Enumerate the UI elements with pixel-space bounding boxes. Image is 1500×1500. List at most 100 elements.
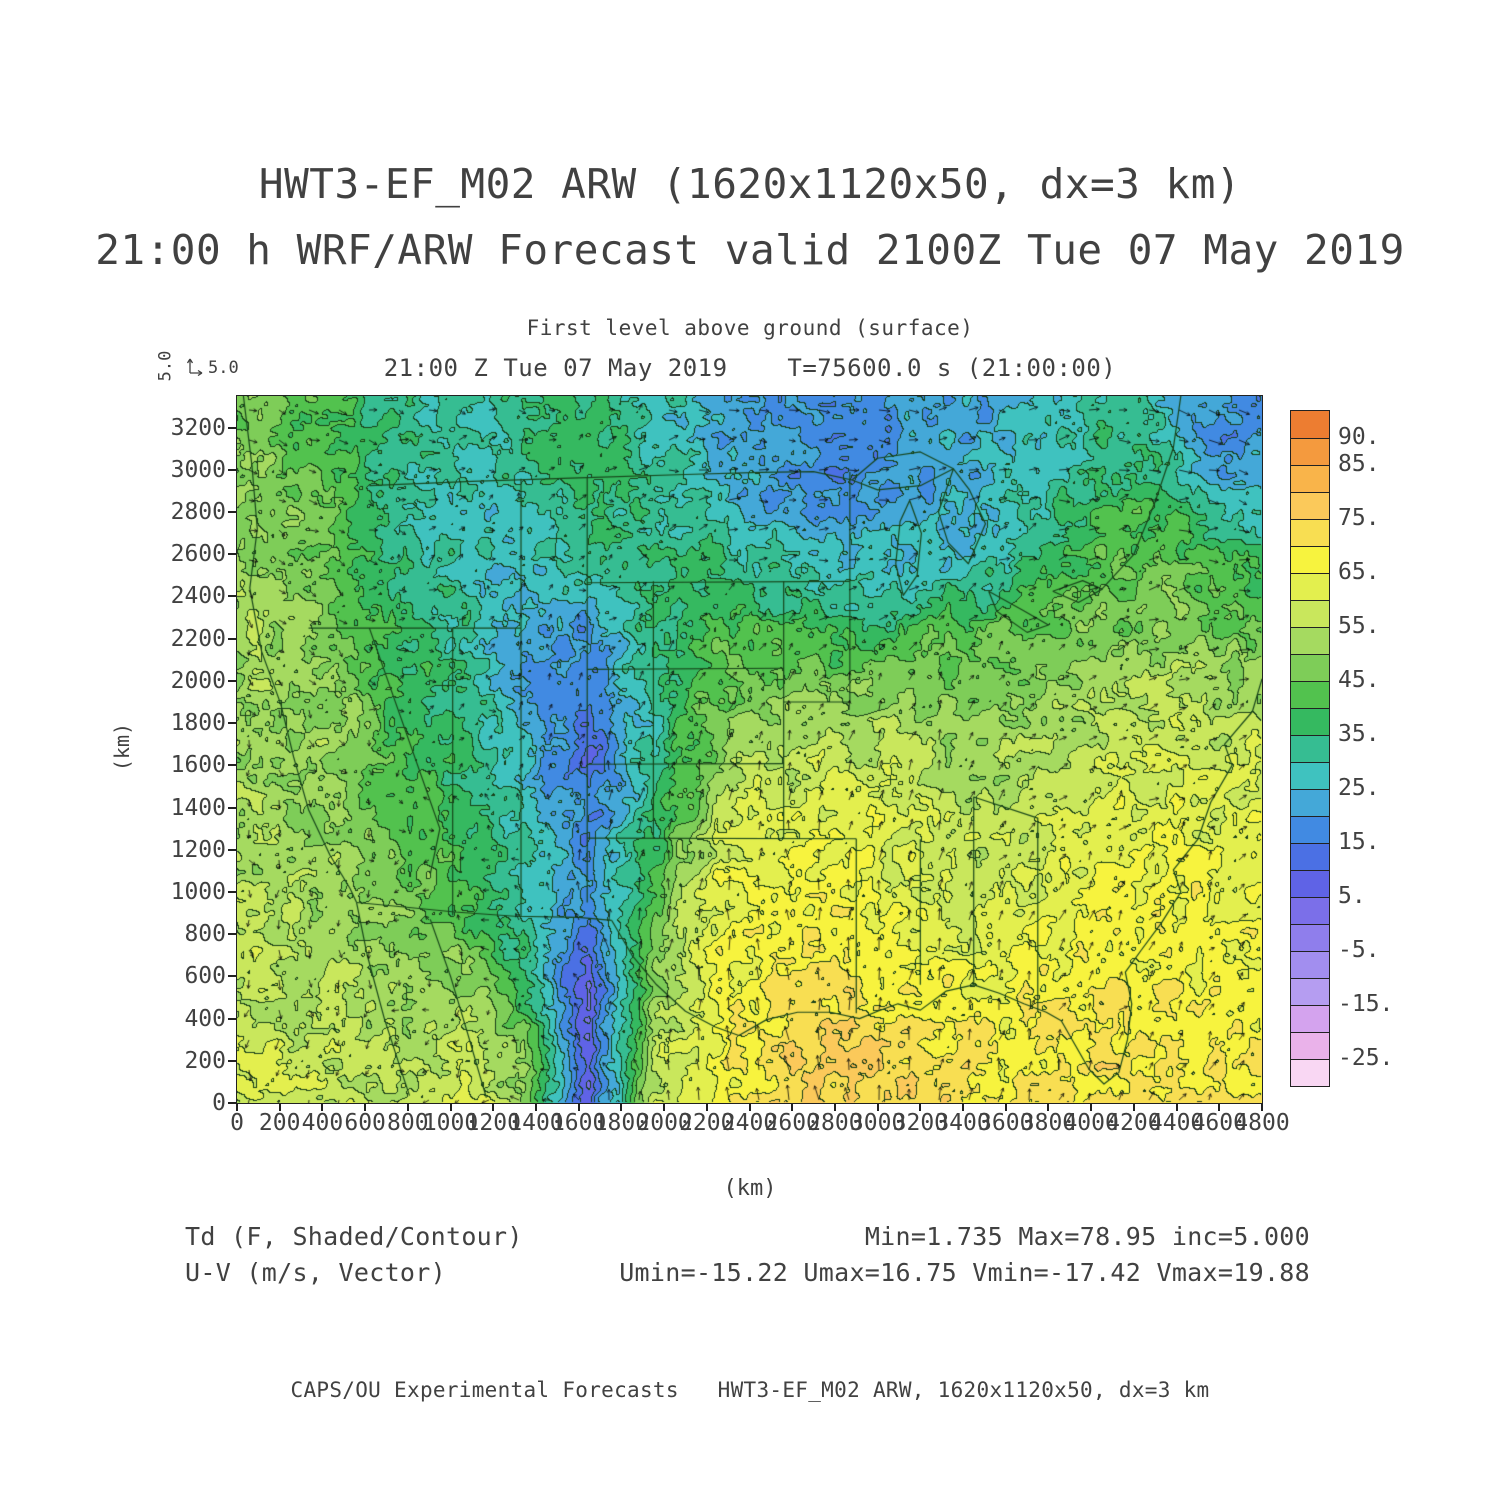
colorbar-cell (1291, 681, 1329, 708)
colorbar-cell (1291, 654, 1329, 681)
x-tick-label: 2800 (807, 1110, 863, 1136)
y-tick-mark (228, 848, 236, 851)
x-tick-label: 4000 (1063, 1110, 1119, 1136)
x-axis-label: (km) (723, 1176, 777, 1201)
x-tick-mark (748, 1103, 751, 1111)
footer-credit: CAPS/OU Experimental Forecasts HWT3-EF_M… (290, 1378, 1210, 1402)
colorbar-cell (1291, 735, 1329, 762)
y-tick-mark (228, 764, 236, 767)
y-tick-label: 1400 (170, 794, 226, 821)
x-tick-label: 3400 (935, 1110, 991, 1136)
vector-scale-y-label: 5.0 (155, 350, 176, 382)
colorbar-cell (1291, 1059, 1329, 1086)
colorbar-cell (1291, 816, 1329, 843)
x-tick-label: 1800 (593, 1110, 650, 1136)
x-tick-label: 0 (230, 1110, 244, 1136)
y-tick-label: 2400 (170, 583, 226, 610)
y-tick-label: 2000 (170, 667, 226, 694)
x-tick-mark (1090, 1103, 1093, 1111)
y-tick-label: 800 (184, 921, 226, 948)
x-tick-mark (278, 1103, 281, 1111)
x-tick-mark (236, 1103, 238, 1111)
x-tick-mark (1175, 1103, 1178, 1111)
x-tick-label: 1600 (550, 1110, 607, 1136)
colorbar-cell (1291, 600, 1329, 627)
x-tick-mark (1132, 1103, 1135, 1111)
y-tick-label: 2200 (170, 625, 226, 652)
colorbar-tick-label: 85. (1338, 451, 1380, 477)
x-tick-mark (919, 1103, 922, 1111)
y-tick-label: 1800 (170, 710, 226, 737)
y-tick-mark (228, 806, 236, 809)
y-tick-label: 3000 (170, 456, 226, 483)
x-tick-mark (1261, 1103, 1263, 1111)
y-tick-mark (228, 722, 236, 725)
time-subtitle: 21:00 Z Tue 07 May 2019 T=75600.0 s (21:… (383, 354, 1117, 382)
model-title: HWT3-EF_M02 ARW (1620x1120x50, dx=3 km) (258, 160, 1242, 208)
x-tick-label: 4200 (1106, 1110, 1162, 1136)
colorbar-cell (1291, 546, 1329, 573)
colorbar-cell (1291, 1005, 1329, 1032)
colorbar-tick-label: 55. (1338, 613, 1380, 639)
colorbar-cell (1291, 438, 1329, 465)
x-tick-label: 400 (301, 1110, 344, 1136)
x-tick-mark (1004, 1103, 1007, 1111)
y-tick-label: 1600 (170, 752, 226, 779)
colorbar-tick-label: 90. (1338, 424, 1380, 450)
x-tick-label: 2200 (679, 1110, 735, 1136)
y-axis-label: (km) (110, 722, 135, 772)
colorbar-cell (1291, 627, 1329, 654)
colorbar-cell (1291, 789, 1329, 816)
x-tick-mark (364, 1103, 367, 1111)
x-tick-label: 600 (344, 1110, 386, 1136)
colorbar-tick-label: 15. (1338, 829, 1380, 855)
vector-scale-arrow-icon (186, 358, 203, 376)
x-tick-mark (577, 1103, 580, 1111)
colorbar-cell (1291, 924, 1329, 951)
x-tick-label: 2600 (764, 1110, 820, 1136)
x-tick-mark (406, 1103, 409, 1111)
colorbar-tick-label: -25. (1338, 1045, 1394, 1071)
x-tick-label: 4400 (1148, 1110, 1205, 1136)
x-tick-label: 200 (258, 1110, 301, 1136)
x-tick-mark (791, 1103, 794, 1111)
y-tick-mark (228, 975, 236, 978)
x-tick-label: 3600 (978, 1110, 1034, 1136)
y-tick-mark (228, 1102, 236, 1104)
colorbar-cell (1291, 708, 1329, 735)
colorbar-tick-label: -15. (1338, 991, 1394, 1017)
colorbar-cell (1291, 465, 1329, 492)
x-tick-label: 3800 (1020, 1110, 1077, 1136)
colorbar-cell (1291, 843, 1329, 870)
colorbar-tick-label: 65. (1338, 559, 1380, 585)
field-label-vector: U-V (m/s, Vector) (185, 1258, 446, 1287)
y-tick-mark (228, 679, 236, 682)
x-tick-mark (449, 1103, 452, 1111)
colorbar-cell (1291, 519, 1329, 546)
y-tick-label: 0 (212, 1090, 226, 1116)
x-tick-label: 2000 (636, 1110, 692, 1136)
colorbar (1290, 410, 1330, 1087)
x-tick-label: 3200 (892, 1110, 949, 1136)
y-tick-mark (228, 511, 236, 514)
y-tick-label: 3200 (170, 414, 226, 441)
x-tick-label: 1200 (465, 1110, 521, 1136)
x-tick-label: 1400 (508, 1110, 564, 1136)
stats-uv: Umin=-15.22 Umax=16.75 Vmin=-17.42 Vmax=… (619, 1258, 1310, 1287)
map-plot-area (236, 395, 1263, 1104)
y-tick-label: 1200 (170, 836, 226, 863)
x-tick-mark (663, 1103, 666, 1111)
x-tick-label: 1000 (422, 1110, 479, 1136)
y-tick-mark (228, 553, 236, 556)
colorbar-cell (1291, 573, 1329, 600)
y-tick-mark (228, 1017, 236, 1020)
y-tick-mark (228, 1059, 236, 1062)
forecast-map-canvas (237, 396, 1262, 1103)
x-tick-mark (492, 1103, 495, 1111)
colorbar-tick-label: -5. (1338, 937, 1380, 963)
colorbar-cell (1291, 897, 1329, 924)
x-tick-label: 2400 (721, 1110, 778, 1136)
stats-minmax: Min=1.735 Max=78.95 inc=5.000 (864, 1222, 1310, 1251)
x-tick-mark (534, 1103, 537, 1111)
